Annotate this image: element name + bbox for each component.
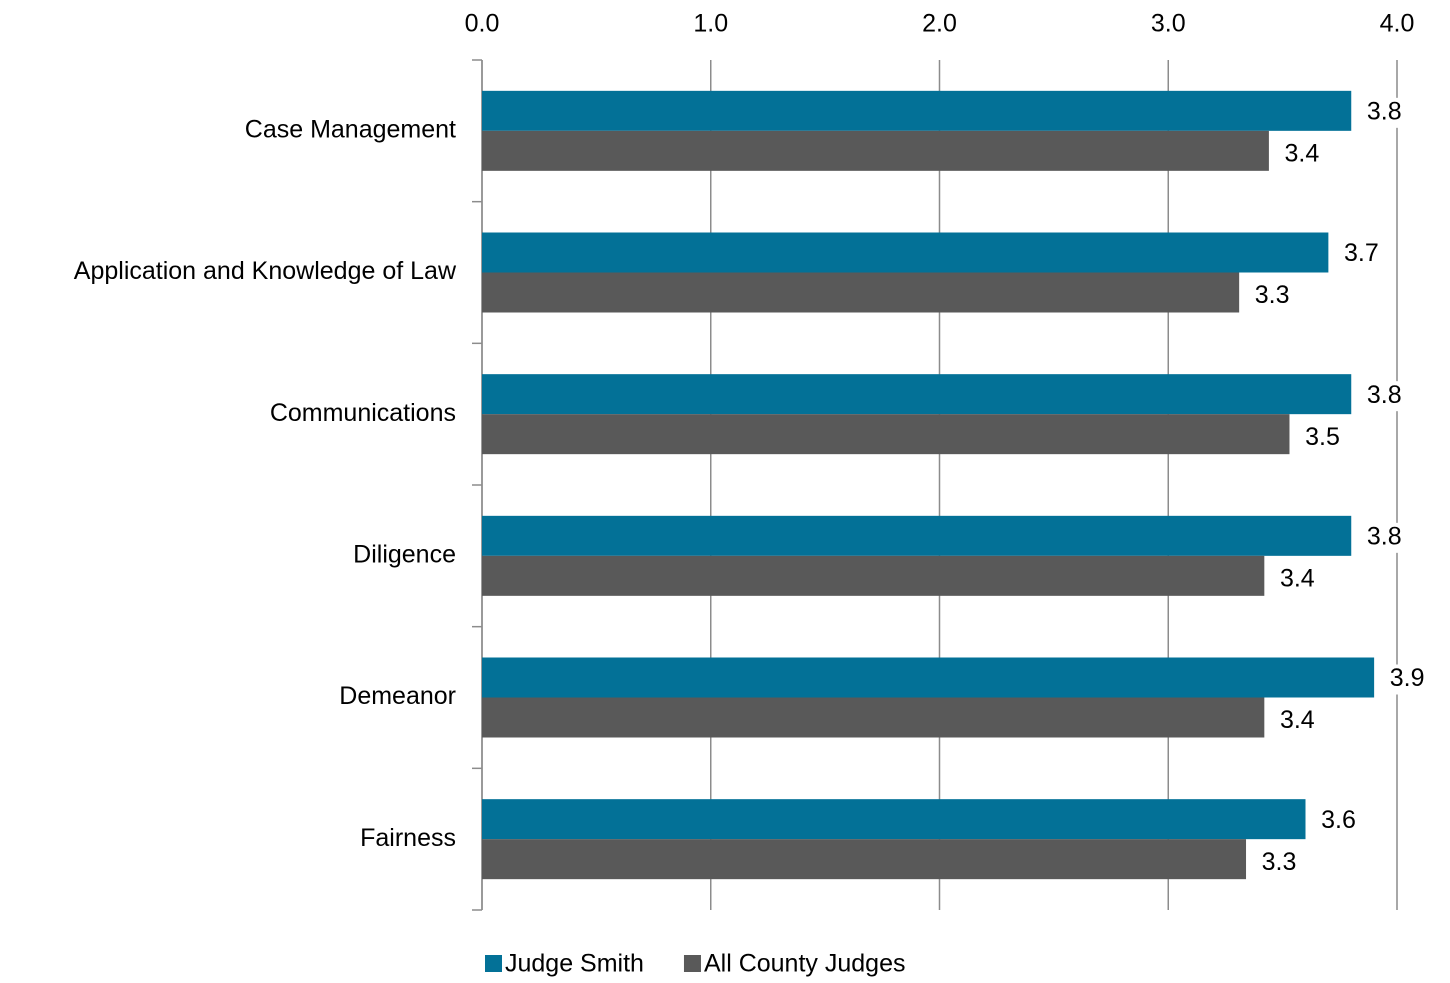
data-label: 3.4 (1280, 564, 1315, 592)
label-background (1273, 706, 1322, 737)
label-background (1255, 848, 1304, 879)
label-background (1248, 281, 1297, 312)
data-label: 3.3 (1255, 281, 1290, 309)
x-tick-label: 2.0 (922, 10, 957, 38)
data-label: 3.3 (1262, 848, 1297, 876)
legend-label: All County Judges (704, 950, 906, 978)
y-tick-label: Fairness (360, 824, 456, 852)
label-background (1360, 381, 1409, 412)
data-label: 3.4 (1280, 706, 1315, 734)
bar (482, 515, 1352, 556)
bar (482, 799, 1306, 840)
bar (482, 232, 1329, 273)
x-tick-label: 0.0 (465, 10, 500, 38)
y-tick-label: Demeanor (339, 682, 456, 710)
legend-swatch (683, 955, 701, 972)
bar (482, 697, 1265, 738)
bar (482, 657, 1375, 698)
bar (482, 130, 1269, 171)
y-tick-label: Application and Knowledge of Law (74, 257, 457, 285)
label-background (1360, 97, 1409, 128)
data-label: 3.4 (1285, 139, 1320, 167)
label-background (1337, 239, 1386, 270)
label-background (1273, 564, 1322, 595)
data-label: 3.5 (1305, 423, 1340, 451)
data-label: 3.9 (1390, 664, 1425, 692)
y-tick-label: Case Management (245, 115, 456, 143)
data-label: 3.8 (1367, 381, 1402, 409)
bar (482, 90, 1352, 131)
y-tick-label: Communications (270, 399, 456, 427)
data-label: 3.6 (1321, 806, 1356, 834)
label-background (1298, 423, 1347, 454)
bar (482, 272, 1240, 313)
label-background (1314, 806, 1363, 837)
bar (482, 555, 1265, 596)
bar (482, 414, 1290, 455)
legend-label: Judge Smith (505, 950, 644, 978)
label-background (1383, 664, 1432, 695)
data-label: 3.8 (1367, 97, 1402, 125)
x-tick-label: 4.0 (1380, 10, 1415, 38)
bar (482, 374, 1352, 415)
legend-swatch (485, 955, 502, 972)
data-label: 3.8 (1367, 522, 1402, 550)
label-background (1277, 139, 1326, 170)
x-tick-label: 1.0 (693, 10, 728, 38)
data-label: 3.7 (1344, 239, 1379, 267)
x-tick-label: 3.0 (1151, 10, 1186, 38)
label-background (1360, 522, 1409, 553)
y-tick-label: Diligence (353, 540, 456, 568)
bar (482, 839, 1247, 880)
